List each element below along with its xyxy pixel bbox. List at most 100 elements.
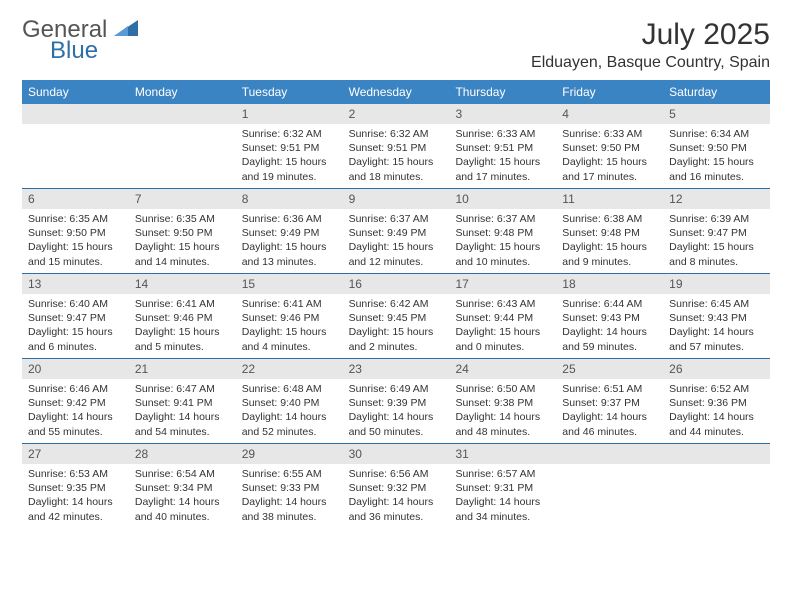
sunset-line: Sunset: 9:32 PM — [349, 481, 444, 495]
sunset-line: Sunset: 9:43 PM — [669, 311, 764, 325]
day-number: 26 — [663, 359, 770, 379]
day-cell: 31Sunrise: 6:57 AMSunset: 9:31 PMDayligh… — [449, 444, 556, 528]
day-number: 19 — [663, 274, 770, 294]
sunrise-line: Sunrise: 6:57 AM — [455, 467, 550, 481]
sunrise-line: Sunrise: 6:44 AM — [562, 297, 657, 311]
day-number: 14 — [129, 274, 236, 294]
daylight-line: Daylight: 14 hours and 36 minutes. — [349, 495, 444, 523]
sunrise-line: Sunrise: 6:40 AM — [28, 297, 123, 311]
sunrise-line: Sunrise: 6:48 AM — [242, 382, 337, 396]
day-details: Sunrise: 6:42 AMSunset: 9:45 PMDaylight:… — [343, 294, 450, 358]
day-number — [556, 444, 663, 464]
weekday-header: Saturday — [663, 80, 770, 104]
daylight-line: Daylight: 15 hours and 10 minutes. — [455, 240, 550, 268]
day-cell: 6Sunrise: 6:35 AMSunset: 9:50 PMDaylight… — [22, 189, 129, 273]
day-details: Sunrise: 6:38 AMSunset: 9:48 PMDaylight:… — [556, 209, 663, 273]
day-number: 16 — [343, 274, 450, 294]
day-cell: 30Sunrise: 6:56 AMSunset: 9:32 PMDayligh… — [343, 444, 450, 528]
day-number: 17 — [449, 274, 556, 294]
sunset-line: Sunset: 9:39 PM — [349, 396, 444, 410]
day-cell — [556, 444, 663, 528]
day-details: Sunrise: 6:49 AMSunset: 9:39 PMDaylight:… — [343, 379, 450, 443]
sunrise-line: Sunrise: 6:35 AM — [135, 212, 230, 226]
sunset-line: Sunset: 9:41 PM — [135, 396, 230, 410]
day-cell: 13Sunrise: 6:40 AMSunset: 9:47 PMDayligh… — [22, 274, 129, 358]
day-number: 5 — [663, 104, 770, 124]
day-details — [129, 124, 236, 180]
day-details: Sunrise: 6:36 AMSunset: 9:49 PMDaylight:… — [236, 209, 343, 273]
day-cell: 9Sunrise: 6:37 AMSunset: 9:49 PMDaylight… — [343, 189, 450, 273]
sunrise-line: Sunrise: 6:39 AM — [669, 212, 764, 226]
day-number: 28 — [129, 444, 236, 464]
sunset-line: Sunset: 9:49 PM — [349, 226, 444, 240]
sunrise-line: Sunrise: 6:53 AM — [28, 467, 123, 481]
day-cell: 11Sunrise: 6:38 AMSunset: 9:48 PMDayligh… — [556, 189, 663, 273]
day-details: Sunrise: 6:45 AMSunset: 9:43 PMDaylight:… — [663, 294, 770, 358]
day-details — [22, 124, 129, 180]
day-number: 2 — [343, 104, 450, 124]
sunset-line: Sunset: 9:31 PM — [455, 481, 550, 495]
day-number: 22 — [236, 359, 343, 379]
sunset-line: Sunset: 9:38 PM — [455, 396, 550, 410]
daylight-line: Daylight: 14 hours and 44 minutes. — [669, 410, 764, 438]
sunset-line: Sunset: 9:51 PM — [349, 141, 444, 155]
day-details: Sunrise: 6:33 AMSunset: 9:51 PMDaylight:… — [449, 124, 556, 188]
day-number: 18 — [556, 274, 663, 294]
weekday-header: Thursday — [449, 80, 556, 104]
day-cell: 15Sunrise: 6:41 AMSunset: 9:46 PMDayligh… — [236, 274, 343, 358]
sunrise-line: Sunrise: 6:50 AM — [455, 382, 550, 396]
day-number — [663, 444, 770, 464]
sunrise-line: Sunrise: 6:38 AM — [562, 212, 657, 226]
day-details: Sunrise: 6:54 AMSunset: 9:34 PMDaylight:… — [129, 464, 236, 528]
day-number: 15 — [236, 274, 343, 294]
day-number: 1 — [236, 104, 343, 124]
daylight-line: Daylight: 15 hours and 13 minutes. — [242, 240, 337, 268]
daylight-line: Daylight: 14 hours and 50 minutes. — [349, 410, 444, 438]
sunset-line: Sunset: 9:43 PM — [562, 311, 657, 325]
page-header: General Blue July 2025 Elduayen, Basque … — [22, 18, 770, 72]
sunrise-line: Sunrise: 6:37 AM — [455, 212, 550, 226]
weekday-header: Tuesday — [236, 80, 343, 104]
sunset-line: Sunset: 9:37 PM — [562, 396, 657, 410]
weeks-container: 1Sunrise: 6:32 AMSunset: 9:51 PMDaylight… — [22, 104, 770, 528]
day-details: Sunrise: 6:53 AMSunset: 9:35 PMDaylight:… — [22, 464, 129, 528]
day-details: Sunrise: 6:57 AMSunset: 9:31 PMDaylight:… — [449, 464, 556, 528]
title-block: July 2025 Elduayen, Basque Country, Spai… — [531, 18, 770, 72]
daylight-line: Daylight: 15 hours and 0 minutes. — [455, 325, 550, 353]
sunrise-line: Sunrise: 6:56 AM — [349, 467, 444, 481]
sunrise-line: Sunrise: 6:41 AM — [135, 297, 230, 311]
location-text: Elduayen, Basque Country, Spain — [531, 54, 770, 72]
day-cell: 5Sunrise: 6:34 AMSunset: 9:50 PMDaylight… — [663, 104, 770, 188]
day-details: Sunrise: 6:32 AMSunset: 9:51 PMDaylight:… — [343, 124, 450, 188]
day-number: 27 — [22, 444, 129, 464]
daylight-line: Daylight: 15 hours and 17 minutes. — [455, 155, 550, 183]
daylight-line: Daylight: 15 hours and 12 minutes. — [349, 240, 444, 268]
sunset-line: Sunset: 9:46 PM — [242, 311, 337, 325]
weekday-header: Wednesday — [343, 80, 450, 104]
sunset-line: Sunset: 9:34 PM — [135, 481, 230, 495]
week-row: 13Sunrise: 6:40 AMSunset: 9:47 PMDayligh… — [22, 273, 770, 358]
sunrise-line: Sunrise: 6:41 AM — [242, 297, 337, 311]
daylight-line: Daylight: 14 hours and 59 minutes. — [562, 325, 657, 353]
sunrise-line: Sunrise: 6:32 AM — [242, 127, 337, 141]
sunrise-line: Sunrise: 6:33 AM — [455, 127, 550, 141]
day-cell: 17Sunrise: 6:43 AMSunset: 9:44 PMDayligh… — [449, 274, 556, 358]
sunset-line: Sunset: 9:50 PM — [562, 141, 657, 155]
day-details: Sunrise: 6:35 AMSunset: 9:50 PMDaylight:… — [22, 209, 129, 273]
day-cell: 14Sunrise: 6:41 AMSunset: 9:46 PMDayligh… — [129, 274, 236, 358]
day-number: 7 — [129, 189, 236, 209]
day-number: 21 — [129, 359, 236, 379]
daylight-line: Daylight: 14 hours and 40 minutes. — [135, 495, 230, 523]
day-number: 11 — [556, 189, 663, 209]
daylight-line: Daylight: 15 hours and 19 minutes. — [242, 155, 337, 183]
day-cell: 28Sunrise: 6:54 AMSunset: 9:34 PMDayligh… — [129, 444, 236, 528]
daylight-line: Daylight: 14 hours and 55 minutes. — [28, 410, 123, 438]
week-row: 27Sunrise: 6:53 AMSunset: 9:35 PMDayligh… — [22, 443, 770, 528]
sunrise-line: Sunrise: 6:51 AM — [562, 382, 657, 396]
day-details: Sunrise: 6:37 AMSunset: 9:48 PMDaylight:… — [449, 209, 556, 273]
daylight-line: Daylight: 15 hours and 5 minutes. — [135, 325, 230, 353]
sunset-line: Sunset: 9:35 PM — [28, 481, 123, 495]
day-number: 25 — [556, 359, 663, 379]
day-number: 13 — [22, 274, 129, 294]
day-number: 4 — [556, 104, 663, 124]
